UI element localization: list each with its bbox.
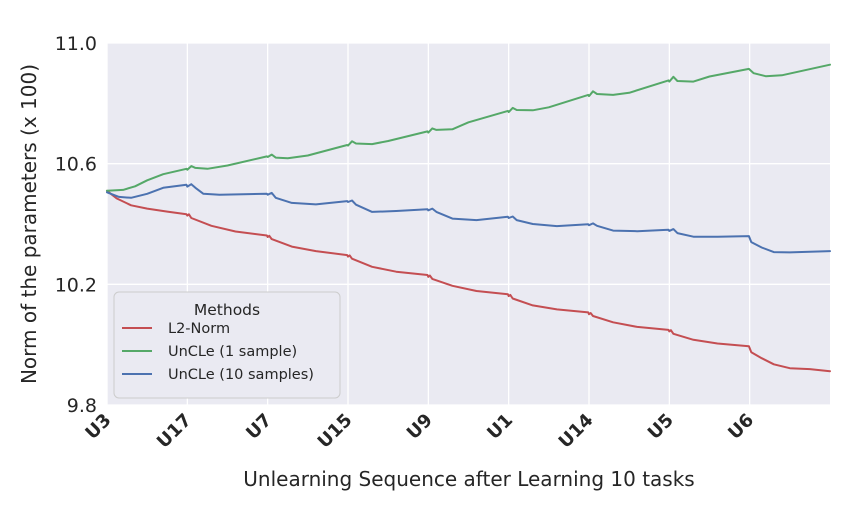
y-tick-label: 10.2 — [55, 274, 97, 296]
y-tick-label: 11.0 — [55, 33, 97, 55]
y-axis-ticks: 9.8 10.2 10.6 11.0 — [55, 33, 97, 417]
legend-entry: UnCLe (1 sample) — [168, 344, 297, 360]
legend: Methods L2-Norm UnCLe (1 sample) UnCLe (10… — [113, 291, 341, 399]
x-tick-label: U14 — [555, 410, 598, 453]
series-line-uncle-10-samples — [106, 183, 831, 254]
x-tick-label: U6 — [724, 410, 758, 444]
x-tick-label: U17 — [153, 410, 196, 453]
y-tick-label: 9.8 — [67, 395, 97, 417]
x-tick-label: U1 — [483, 410, 517, 444]
y-axis-label: Norm of the parameters (x 100) — [17, 64, 41, 384]
legend-box — [113, 291, 341, 399]
x-tick-label: U7 — [242, 410, 276, 444]
series-line-uncle-1-sample — [106, 63, 831, 192]
legend-items: L2-Norm UnCLe (1 sample) UnCLe (10 samples… — [122, 321, 314, 383]
x-tick-label: U15 — [314, 410, 357, 453]
legend-entry: L2-Norm — [168, 321, 230, 337]
y-tick-label: 10.6 — [55, 154, 97, 176]
x-tick-label: U5 — [644, 410, 678, 444]
x-axis-ticks: U3 U17 U7 U15 U9 U1 U14 U5 U6 — [81, 410, 758, 453]
x-axis-label: Unlearning Sequence after Learning 10 ta… — [243, 467, 694, 491]
legend-entry: UnCLe (10 samples) — [168, 367, 314, 383]
series-line-l2-norm — [106, 189, 831, 373]
legend-title: Methods — [194, 301, 260, 319]
x-tick-label: U9 — [403, 410, 437, 444]
series-lines — [106, 63, 831, 373]
